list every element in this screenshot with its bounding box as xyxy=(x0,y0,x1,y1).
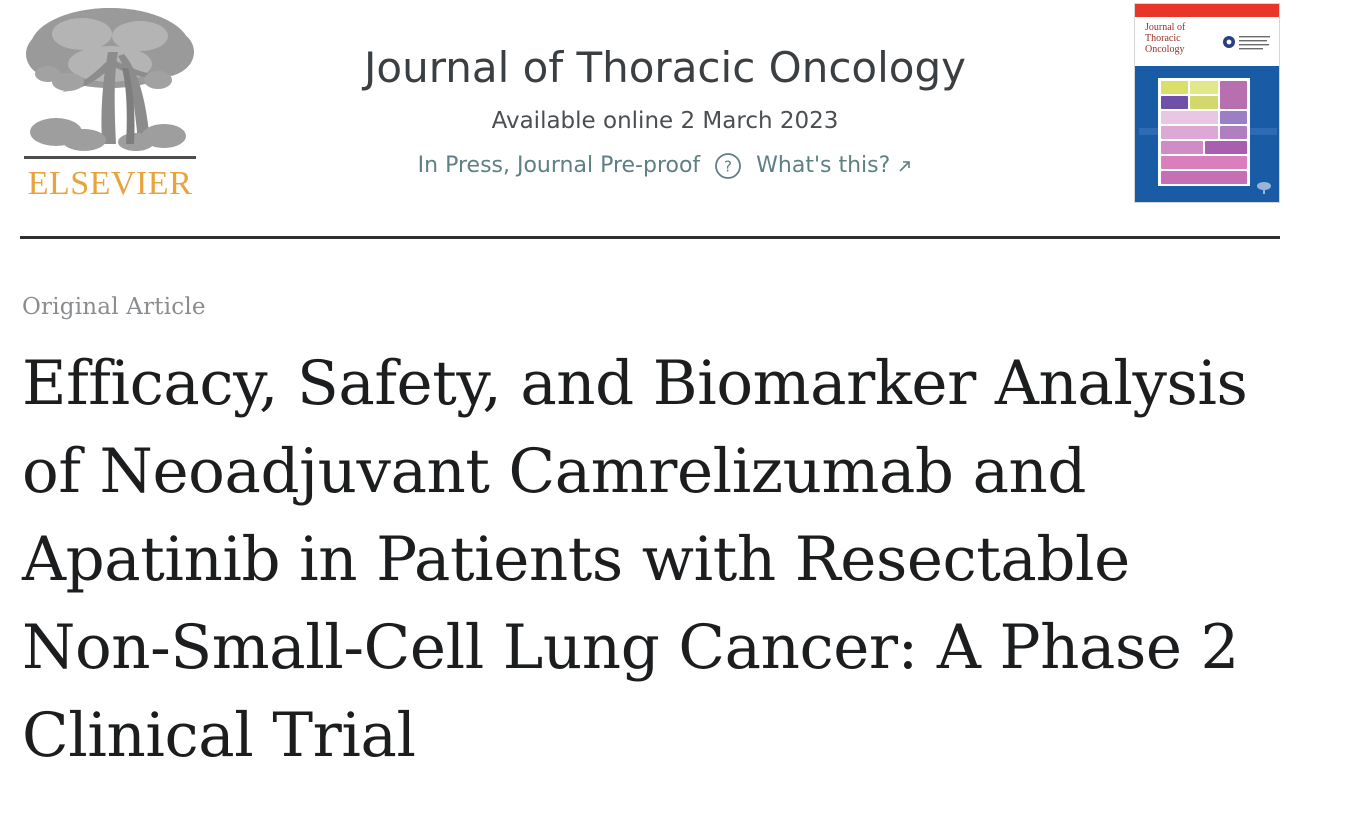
elsevier-logo: ELSEVIER xyxy=(22,4,198,202)
journal-info-block: Journal of Thoracic Oncology Available o… xyxy=(215,0,1115,180)
journal-title: Journal of Thoracic Oncology xyxy=(364,43,966,92)
whats-this-link[interactable]: What's this? xyxy=(756,152,912,180)
whats-this-label: What's this? xyxy=(756,153,891,178)
journal-cover-thumbnail[interactable]: Journal of Thoracic Oncology xyxy=(1134,3,1280,203)
article-title-line: of Neoadjuvant Camrelizumab and xyxy=(22,436,1087,507)
logo-ground-line xyxy=(24,156,196,159)
cover-cell xyxy=(1205,141,1247,154)
article-title-line: Non-Small-Cell Lung Cancer: A Phase 2 xyxy=(22,612,1239,683)
page-header: ELSEVIER Journal of Thoracic Oncology Av… xyxy=(0,0,1350,222)
cover-society-logo-icon xyxy=(1220,32,1272,52)
cover-cell xyxy=(1161,141,1203,154)
cover-cell xyxy=(1190,96,1218,109)
elsevier-tree-logo-icon xyxy=(22,4,198,156)
article-title: Efficacy, Safety, and Biomarker Analysis… xyxy=(22,340,1292,780)
elsevier-wordmark: ELSEVIER xyxy=(27,165,193,202)
cover-figure-panel xyxy=(1158,78,1250,186)
article-title-line: Apatinib in Patients with Resectable xyxy=(22,524,1130,595)
cover-cell xyxy=(1161,96,1189,109)
journal-available-online: Available online 2 March 2023 xyxy=(491,108,839,134)
question-circle-icon[interactable]: ? xyxy=(714,152,742,180)
cover-cell xyxy=(1219,111,1247,124)
cover-cell xyxy=(1161,126,1218,139)
cover-cell xyxy=(1219,126,1247,139)
cover-red-band xyxy=(1135,4,1279,17)
cover-elsevier-mark-icon xyxy=(1256,181,1272,195)
cover-body xyxy=(1135,66,1279,202)
external-link-arrow-icon xyxy=(897,159,912,174)
svg-text:?: ? xyxy=(724,158,732,176)
cover-cell xyxy=(1161,81,1189,94)
journal-status-label: In Press, Journal Pre-proof xyxy=(417,153,701,178)
cover-cell xyxy=(1161,171,1247,184)
cover-masthead: Journal of Thoracic Oncology xyxy=(1139,18,1277,67)
article-header: Original Article Efficacy, Safety, and B… xyxy=(22,292,1292,821)
cover-cell xyxy=(1219,81,1247,109)
cover-cell xyxy=(1161,156,1247,169)
cover-cell xyxy=(1190,81,1218,94)
header-divider xyxy=(20,236,1280,239)
journal-status-row: In Press, Journal Pre-proof ? What's thi… xyxy=(215,152,1115,180)
article-title-line: Clinical Trial xyxy=(22,700,416,771)
cover-cell xyxy=(1161,111,1218,124)
article-type-label: Original Article xyxy=(22,294,206,320)
cover-masthead-title: Journal of Thoracic Oncology xyxy=(1145,22,1186,55)
article-title-line: Efficacy, Safety, and Biomarker Analysis xyxy=(22,348,1248,419)
